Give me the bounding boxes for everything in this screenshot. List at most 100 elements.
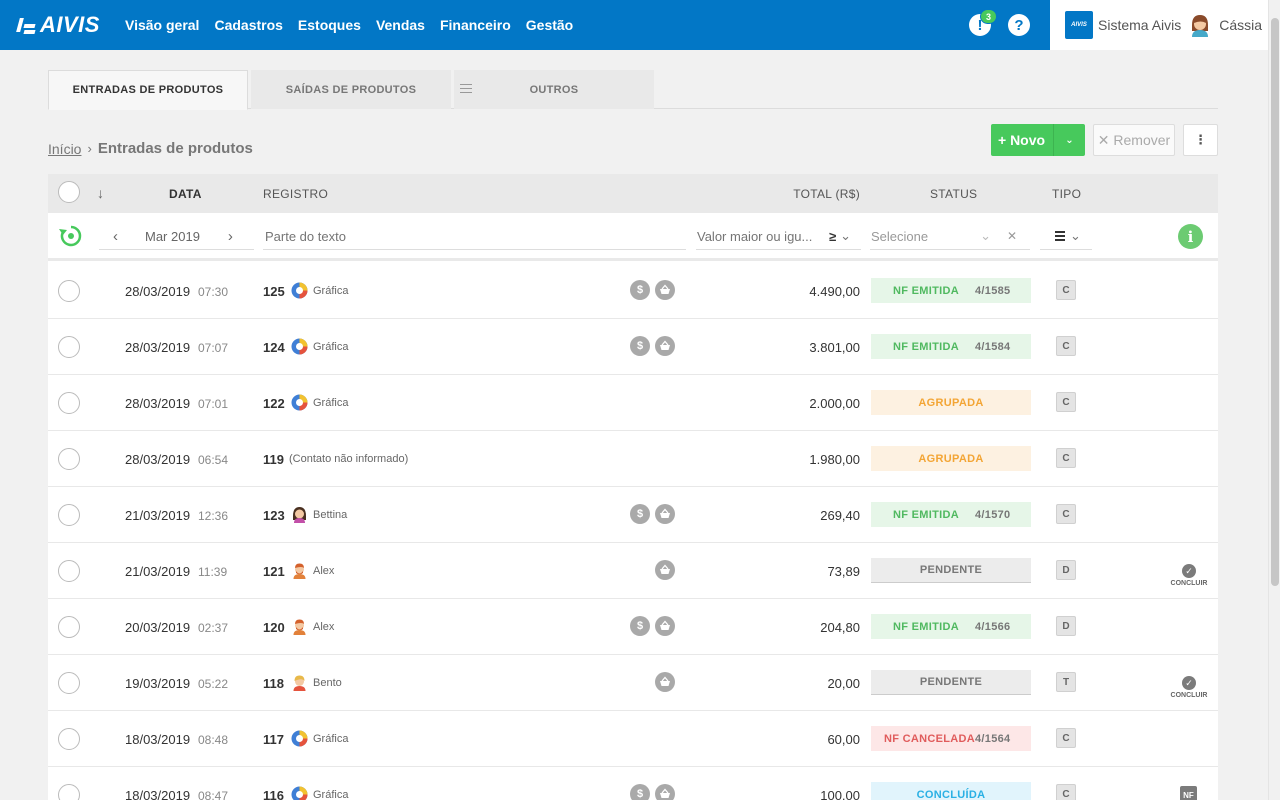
status-chevron-icon[interactable]: ⌄ [980, 228, 992, 243]
basket-icon[interactable] [655, 616, 675, 639]
status-badge[interactable]: AGRUPADA [871, 446, 1031, 471]
basket-icon[interactable] [655, 672, 675, 695]
status-select[interactable]: Selecione [871, 228, 929, 244]
tab-entradas[interactable]: ENTRADAS DE PRODUTOS [48, 70, 248, 110]
table-row[interactable]: 20/03/2019 02:37 120 Alex $204,80 NF EMITIDA 4… [48, 599, 1218, 655]
table-row[interactable]: 19/03/2019 05:22 118 Bento 20,00 PENDENTE T ✓ CO… [48, 655, 1218, 711]
table-row[interactable]: 28/03/2019 07:30 125 Gráfica $4.490,00 NF EMI… [48, 263, 1218, 319]
account-area[interactable]: AIVIS Sistema Aivis Cássia [1050, 0, 1268, 50]
table-row[interactable]: 18/03/2019 08:47 116 Gráfica $100,00 CONCLUÍD… [48, 767, 1218, 800]
status-badge[interactable]: NF CANCELADA 4/1564 [871, 726, 1031, 751]
scrollbar-thumb[interactable] [1271, 18, 1279, 586]
payment-dollar-icon[interactable]: $ [630, 336, 650, 356]
prev-month-icon[interactable]: ‹ [113, 227, 118, 245]
row-record-number[interactable]: 124 [263, 340, 285, 355]
row-checkbox[interactable] [58, 448, 80, 470]
breadcrumb-home[interactable]: Início [48, 140, 82, 157]
col-total[interactable]: TOTAL (R$) [793, 187, 860, 201]
row-contact[interactable]: Bettina [313, 509, 348, 521]
min-value-input[interactable] [696, 228, 820, 244]
row-record-number[interactable]: 116 [263, 788, 284, 800]
row-checkbox[interactable] [58, 336, 80, 358]
type-filter[interactable]: ⌄ [1040, 223, 1092, 250]
row-record-number[interactable]: 118 [263, 676, 284, 691]
new-button[interactable]: + Novo ⌄ [991, 124, 1085, 156]
row-checkbox[interactable] [58, 672, 80, 694]
row-checkbox[interactable] [58, 728, 80, 750]
payment-dollar-icon[interactable]: $ [630, 280, 650, 300]
basket-icon[interactable] [655, 504, 675, 527]
clear-status-icon[interactable]: ✕ [1007, 229, 1018, 243]
tab-outros[interactable]: OUTROS [454, 70, 654, 109]
nav-cadastros[interactable]: Cadastros [214, 17, 283, 33]
table-row[interactable]: 28/03/2019 07:01 122 Gráfica 2.000,00 AGRUPAD… [48, 375, 1218, 431]
remove-button[interactable]: ✕ Remover [1093, 124, 1175, 156]
table-row[interactable]: 28/03/2019 07:07 124 Gráfica $3.801,00 NF EMI… [48, 319, 1218, 375]
row-record-number[interactable]: 123 [263, 508, 285, 523]
row-contact[interactable]: Gráfica [313, 789, 349, 800]
row-record-number[interactable]: 122 [263, 396, 285, 411]
status-badge[interactable]: PENDENTE [871, 558, 1031, 583]
col-record[interactable]: REGISTRO [263, 187, 329, 201]
payment-dollar-icon[interactable]: $ [630, 504, 650, 524]
new-button-label[interactable]: + Novo [998, 132, 1046, 148]
status-badge[interactable]: PENDENTE [871, 670, 1031, 695]
row-record-number[interactable]: 125 [263, 284, 285, 299]
more-options-button[interactable]: ⋮ [1183, 124, 1218, 156]
col-date[interactable]: DATA [169, 187, 202, 201]
nav-gestao[interactable]: Gestão [525, 17, 574, 33]
table-row[interactable]: 18/03/2019 08:48 117 Gráfica 60,00 NF CANCELA… [48, 711, 1218, 767]
info-icon[interactable]: i [1178, 224, 1203, 249]
concluir-button[interactable]: ✓ CONCLUIR [1168, 676, 1210, 699]
status-badge[interactable]: CONCLUÍDA [871, 782, 1031, 800]
basket-icon[interactable] [655, 280, 675, 303]
basket-icon[interactable] [655, 784, 675, 800]
payment-dollar-icon[interactable]: $ [630, 616, 650, 636]
tab-saidas[interactable]: SAÍDAS DE PRODUTOS [251, 70, 451, 109]
table-row[interactable]: 21/03/2019 11:39 121 Alex 73,89 PENDENTE D ✓ CON… [48, 543, 1218, 599]
table-row[interactable]: 21/03/2019 12:36 123 Bettina $269,40 NF EMITI… [48, 487, 1218, 543]
status-badge[interactable]: NF EMITIDA 4/1584 [871, 334, 1031, 359]
row-contact[interactable]: Bento [313, 677, 342, 689]
row-checkbox[interactable] [58, 616, 80, 638]
operator-chevron-icon[interactable]: ⌄ [840, 228, 852, 243]
next-month-icon[interactable]: › [227, 227, 233, 245]
status-badge[interactable]: NF EMITIDA 4/1570 [871, 502, 1031, 527]
text-search-input[interactable] [263, 228, 686, 244]
reset-filters-icon[interactable] [58, 223, 84, 249]
table-row[interactable]: 28/03/2019 06:54 119 (Contato não informado… [48, 431, 1218, 487]
help-icon[interactable]: ? [1008, 14, 1030, 36]
row-record-number[interactable]: 119 [263, 452, 284, 467]
status-badge[interactable]: NF EMITIDA 4/1566 [871, 614, 1031, 639]
row-record-number[interactable]: 121 [263, 564, 285, 579]
col-status[interactable]: STATUS [930, 187, 978, 201]
row-checkbox[interactable] [58, 560, 80, 582]
row-contact[interactable]: Gráfica [313, 397, 349, 409]
row-contact[interactable]: Alex [313, 621, 335, 633]
page-scrollbar[interactable] [1268, 0, 1280, 800]
aivis-logo[interactable]: AIVIS [16, 12, 100, 37]
row-contact[interactable]: Gráfica [313, 733, 349, 745]
status-badge[interactable]: AGRUPADA [871, 390, 1031, 415]
row-checkbox[interactable] [58, 392, 80, 414]
col-type[interactable]: TIPO [1052, 187, 1082, 201]
nav-visao-geral[interactable]: Visão geral [125, 17, 200, 33]
row-contact[interactable]: Gráfica [313, 341, 349, 353]
nav-estoques[interactable]: Estoques [297, 17, 361, 33]
operator-select[interactable]: ≥ [829, 228, 837, 244]
select-all-checkbox[interactable] [58, 181, 80, 203]
month-value[interactable]: Mar 2019 [145, 228, 200, 244]
nf-document-icon[interactable]: NF [1180, 786, 1197, 800]
row-record-number[interactable]: 120 [263, 620, 285, 635]
new-dropdown-chevron-icon[interactable]: ⌄ [1053, 124, 1085, 156]
payment-dollar-icon[interactable]: $ [630, 784, 650, 800]
sort-arrow-icon[interactable]: ↓ [97, 185, 105, 201]
nav-financeiro[interactable]: Financeiro [439, 17, 511, 33]
basket-icon[interactable] [655, 560, 675, 583]
nav-vendas[interactable]: Vendas [375, 17, 425, 33]
row-checkbox[interactable] [58, 280, 80, 302]
row-record-number[interactable]: 117 [263, 732, 284, 747]
row-checkbox[interactable] [58, 504, 80, 526]
type-chevron-icon[interactable]: ⌄ [1070, 228, 1081, 243]
status-filter[interactable]: Selecione ⌄ ✕ [870, 223, 1030, 250]
